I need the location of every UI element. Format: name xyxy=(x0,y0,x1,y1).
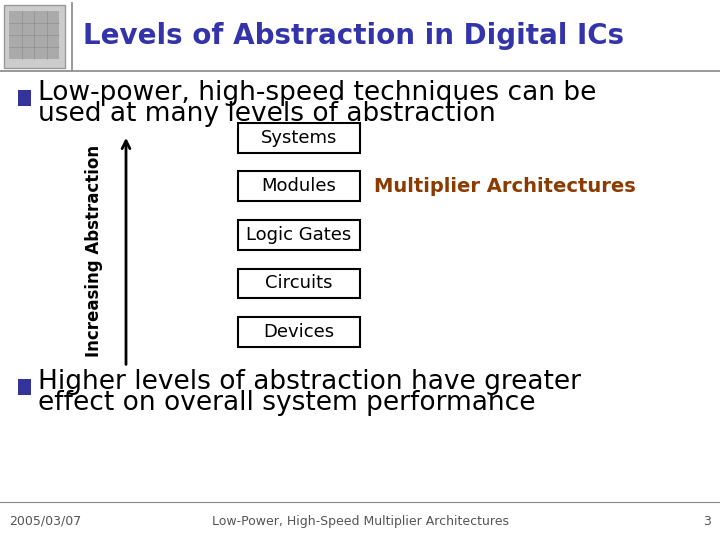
Bar xyxy=(18,379,31,395)
Bar xyxy=(238,269,360,298)
Text: used at many levels of abstraction: used at many levels of abstraction xyxy=(38,102,496,127)
Text: Modules: Modules xyxy=(261,177,336,195)
Text: Devices: Devices xyxy=(264,323,334,341)
Text: Systems: Systems xyxy=(261,129,337,147)
Bar xyxy=(4,5,65,68)
Bar xyxy=(9,11,59,59)
Text: 3: 3 xyxy=(703,515,711,528)
Bar xyxy=(238,123,360,152)
Text: effect on overall system performance: effect on overall system performance xyxy=(38,390,536,416)
Bar xyxy=(18,90,31,106)
Text: Low-power, high-speed techniques can be: Low-power, high-speed techniques can be xyxy=(38,80,597,106)
Bar xyxy=(238,220,360,249)
Text: 2005/03/07: 2005/03/07 xyxy=(9,515,81,528)
Text: Multiplier Architectures: Multiplier Architectures xyxy=(374,177,636,196)
Bar xyxy=(238,318,360,347)
Bar xyxy=(238,171,360,201)
Text: Higher levels of abstraction have greater: Higher levels of abstraction have greate… xyxy=(38,369,581,395)
Text: Increasing Abstraction: Increasing Abstraction xyxy=(85,145,103,357)
Text: Low-Power, High-Speed Multiplier Architectures: Low-Power, High-Speed Multiplier Archite… xyxy=(212,515,508,528)
Text: Levels of Abstraction in Digital ICs: Levels of Abstraction in Digital ICs xyxy=(83,23,624,50)
Text: Circuits: Circuits xyxy=(265,274,333,293)
Text: Logic Gates: Logic Gates xyxy=(246,226,351,244)
